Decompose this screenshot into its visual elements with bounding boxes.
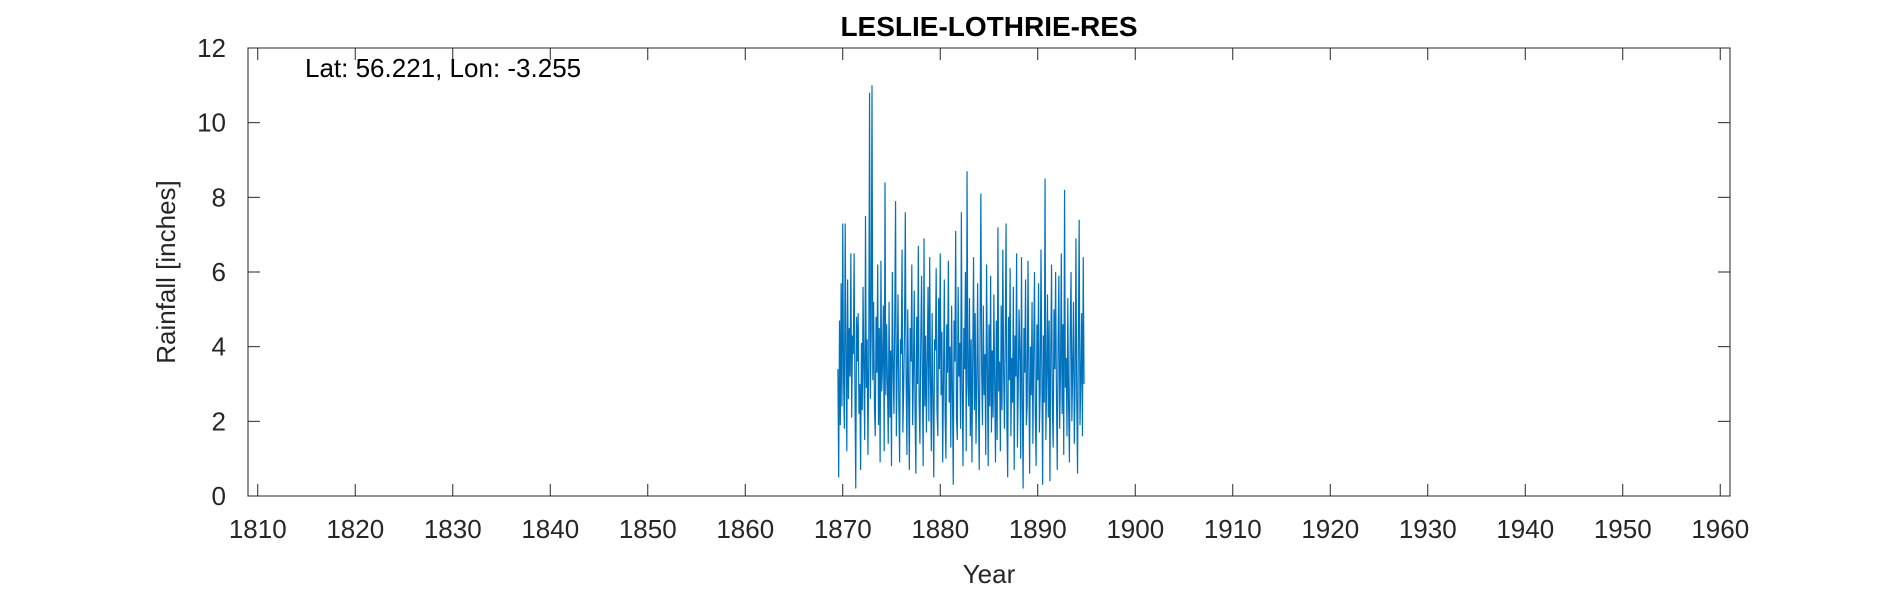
x-tick-label: 1890 [1009,514,1067,544]
x-tick-label: 1920 [1301,514,1359,544]
x-axis-label: Year [963,559,1016,589]
y-tick-label: 12 [197,33,226,63]
x-tick-label: 1930 [1399,514,1457,544]
plot-frame [247,47,1731,497]
x-tick-label: 1880 [911,514,969,544]
axis-ticks [248,47,1730,497]
plot-background [248,48,1730,496]
x-tick-label: 1810 [229,514,287,544]
x-tick-label: 1940 [1496,514,1554,544]
y-tick-label: 10 [197,108,226,138]
axis-tick-labels: 1810 1820 1830 1840 1850 1860 1870 1880 1890 1900… [197,33,1749,544]
x-tick-label: 1850 [619,514,677,544]
x-tick-label: 1950 [1594,514,1652,544]
y-axis-label: Rainfall [inches] [151,180,181,364]
y-tick-label: 2 [212,406,226,436]
rainfall-series-line [837,85,1085,489]
chart-title: LESLIE-LOTHRIE-RES [840,11,1137,42]
x-tick-label: 1910 [1204,514,1262,544]
x-tick-label: 1830 [424,514,482,544]
x-tick-label: 1820 [326,514,384,544]
x-tick-label: 1860 [716,514,774,544]
y-tick-label: 8 [212,182,226,212]
y-tick-label: 0 [212,481,226,511]
x-tick-label: 1900 [1106,514,1164,544]
y-tick-label: 4 [212,332,226,362]
y-tick-label: 6 [212,257,226,287]
x-tick-label: 1960 [1691,514,1749,544]
x-tick-label: 1870 [814,514,872,544]
x-tick-label: 1840 [521,514,579,544]
location-annotation: Lat: 56.221, Lon: -3.255 [305,53,581,83]
